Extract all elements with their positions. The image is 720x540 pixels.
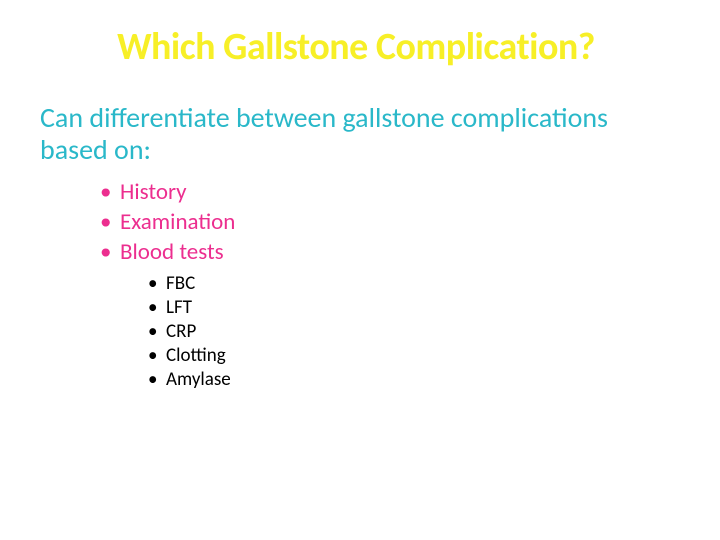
list-item-label: Amylase — [166, 368, 231, 391]
list-item-label: Blood tests — [120, 238, 224, 266]
slide-subtitle: Can differentiate between gallstone comp… — [40, 102, 672, 166]
list-item-label: LFT — [166, 296, 192, 319]
bullet-list-level2: FBC LFT CRP Clotting Amylase — [148, 272, 672, 391]
list-item: LFT — [148, 296, 672, 319]
slide-title: Which Gallstone Complication? — [40, 24, 672, 70]
list-item: Blood tests — [100, 238, 672, 266]
list-item: Clotting — [148, 344, 672, 367]
list-item-label: Clotting — [166, 344, 226, 367]
bullet-list-level1: History Examination Blood tests — [100, 178, 672, 266]
list-item: Amylase — [148, 368, 672, 391]
list-item-label: CRP — [166, 320, 196, 343]
slide: Which Gallstone Complication? Can differ… — [0, 0, 720, 540]
list-item: Examination — [100, 208, 672, 236]
list-item: History — [100, 178, 672, 206]
list-item-label: Examination — [120, 208, 235, 236]
list-item: CRP — [148, 320, 672, 343]
list-item-label: FBC — [166, 272, 195, 295]
list-item: FBC — [148, 272, 672, 295]
list-item-label: History — [120, 178, 187, 206]
